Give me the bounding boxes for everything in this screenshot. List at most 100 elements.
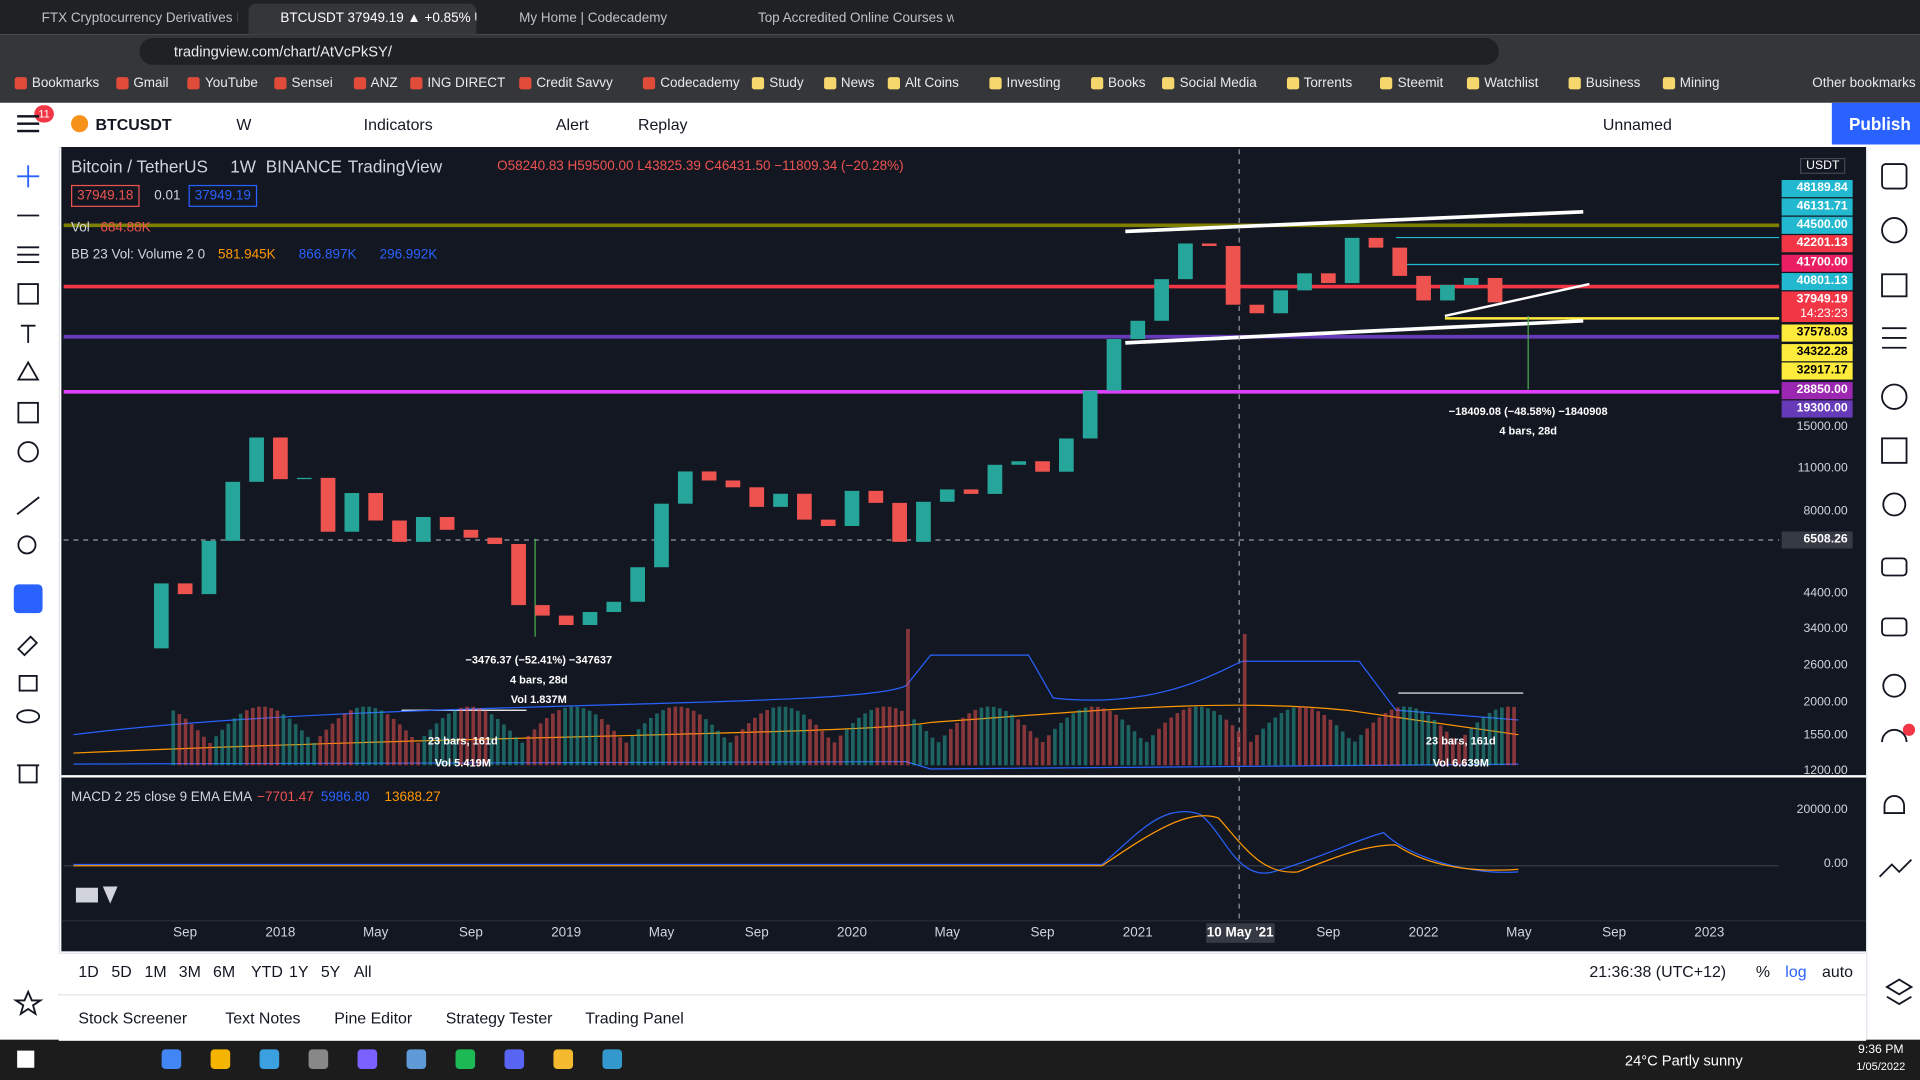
drawing-tools[interactable] xyxy=(0,147,59,1040)
replay[interactable]: Replay xyxy=(637,115,688,134)
start-button[interactable] xyxy=(17,1050,35,1068)
price-label: 11000.00 xyxy=(1797,461,1848,476)
bottom-tab[interactable]: Stock Screener xyxy=(78,1008,188,1028)
publish-button[interactable] xyxy=(1831,102,1920,145)
indicators[interactable]: Indicators xyxy=(363,115,433,134)
browser-tab[interactable]: My Home | Codecademy xyxy=(519,11,668,26)
bookmark[interactable]: Books xyxy=(1108,75,1146,91)
taskbar-app[interactable] xyxy=(553,1049,574,1069)
currency-select[interactable]: USDT xyxy=(1800,157,1846,174)
bottom-tab[interactable]: Pine Editor xyxy=(334,1008,413,1028)
interval[interactable]: W xyxy=(236,115,252,134)
bookmark[interactable]: Steemit xyxy=(1397,75,1444,91)
volume-bar xyxy=(1144,741,1149,766)
bookmark[interactable]: ANZ xyxy=(370,75,398,91)
symbol[interactable]: BTCUSDT xyxy=(95,115,172,134)
candle xyxy=(1320,273,1336,284)
volume-bar xyxy=(287,718,292,766)
bookmark[interactable]: ING DIRECT xyxy=(427,75,506,91)
taskbar-app[interactable] xyxy=(357,1049,378,1069)
widget-icons[interactable] xyxy=(1867,147,1920,1040)
volume-bar xyxy=(808,719,812,766)
candle xyxy=(1106,339,1122,391)
bookmark[interactable]: Bookmarks xyxy=(31,75,100,91)
bookmark[interactable]: Sensei xyxy=(291,75,333,91)
candle xyxy=(963,489,979,494)
bookmark[interactable]: Torrents xyxy=(1303,75,1353,91)
range-button[interactable]: 1M xyxy=(144,962,167,981)
bookmark[interactable]: Study xyxy=(769,75,804,91)
volume-bar xyxy=(1089,706,1094,766)
range-button[interactable]: YTD xyxy=(251,962,283,981)
price-label: 40801.13 xyxy=(1781,273,1853,291)
volume-bar xyxy=(955,722,959,766)
taskbar-app[interactable] xyxy=(406,1049,427,1069)
volume-bar xyxy=(379,710,384,766)
bookmark[interactable]: Codecademy xyxy=(660,75,740,91)
volume-bar xyxy=(1083,707,1088,766)
bookmark-icon xyxy=(643,77,656,90)
range-button[interactable]: 5Y xyxy=(320,962,341,981)
range-button[interactable]: All xyxy=(353,962,372,981)
measure-label: Vol 5.419M xyxy=(434,756,491,769)
bookmark[interactable]: News xyxy=(840,75,875,91)
volume-bar xyxy=(587,710,592,766)
layout-name[interactable]: Unnamed xyxy=(1602,115,1672,134)
bottom-tab[interactable]: Strategy Tester xyxy=(445,1008,553,1028)
bookmark[interactable]: YouTube xyxy=(204,75,258,91)
taskbar-app[interactable] xyxy=(602,1049,623,1069)
taskbar-app[interactable] xyxy=(504,1049,525,1069)
volume-bar xyxy=(1053,728,1057,766)
range-button[interactable]: 1D xyxy=(78,962,99,981)
range-button[interactable]: 3M xyxy=(178,962,201,981)
volume-bar xyxy=(759,713,763,766)
volume-bar xyxy=(661,710,665,766)
menu-icon[interactable] xyxy=(17,115,40,118)
bookmark[interactable]: Investing xyxy=(1006,75,1061,91)
bookmark[interactable]: Business xyxy=(1585,75,1641,91)
taskbar-app[interactable] xyxy=(308,1049,329,1069)
bookmark[interactable]: Social Media xyxy=(1179,75,1257,91)
scale-option[interactable]: % xyxy=(1755,962,1771,981)
range-button[interactable]: 6M xyxy=(213,962,236,981)
bookmark[interactable]: Mining xyxy=(1679,75,1720,91)
candle xyxy=(844,490,860,527)
browser-tab[interactable]: FTX Cryptocurrency Derivatives E xyxy=(41,11,238,26)
scale-option[interactable]: auto xyxy=(1822,962,1854,981)
volume-bar xyxy=(1016,719,1021,766)
volume-bar xyxy=(1028,731,1033,766)
volume-bar xyxy=(979,707,984,766)
bottom-tab[interactable]: Text Notes xyxy=(225,1008,301,1028)
bookmark[interactable]: Other bookmarks xyxy=(1812,75,1916,91)
bookmark[interactable]: Alt Coins xyxy=(905,75,959,91)
address-bar[interactable] xyxy=(139,37,1499,65)
volume-bar xyxy=(544,718,549,766)
taskbar-app[interactable] xyxy=(161,1049,182,1069)
browser-tab[interactable]: Top Accredited Online Courses w xyxy=(757,11,954,26)
range-button[interactable]: 1Y xyxy=(288,962,309,981)
bottom-tab[interactable]: Trading Panel xyxy=(585,1008,684,1028)
scale-option[interactable]: log xyxy=(1785,962,1807,981)
macd-axis-label: 0.00 xyxy=(1823,857,1848,871)
bookmark[interactable]: Credit Savvy xyxy=(536,75,613,91)
browser-tab[interactable]: BTCUSDT 37949.19 ▲ +0.85% Un xyxy=(248,3,477,35)
volume-bar xyxy=(1487,712,1492,766)
legend-text: TradingView xyxy=(347,156,443,177)
time-label: Sep xyxy=(173,925,198,941)
volume-bar xyxy=(814,724,818,766)
volume-bar xyxy=(532,729,537,766)
price-label: 1200.00 xyxy=(1803,764,1848,778)
taskbar-app[interactable] xyxy=(210,1049,231,1069)
bookmark[interactable]: Watchlist xyxy=(1484,75,1539,91)
bookmark[interactable]: Gmail xyxy=(133,75,169,91)
volume-bar xyxy=(710,724,714,766)
taskbar-app[interactable] xyxy=(455,1049,476,1069)
legend-text: BINANCE xyxy=(265,156,342,177)
taskbar-app[interactable] xyxy=(259,1049,280,1069)
alert[interactable]: Alert xyxy=(555,115,589,134)
price-label: 2600.00 xyxy=(1803,658,1848,673)
volume-bar xyxy=(716,730,721,766)
publish[interactable]: Publish xyxy=(1848,113,1911,134)
range-button[interactable]: 5D xyxy=(111,962,132,981)
volume-bar xyxy=(581,708,586,766)
